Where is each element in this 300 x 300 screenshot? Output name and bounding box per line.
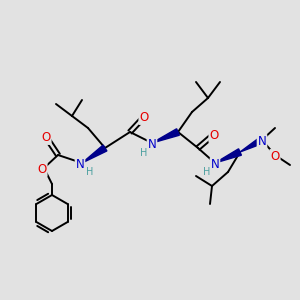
Polygon shape [152, 129, 179, 143]
Text: O: O [140, 111, 148, 124]
Polygon shape [240, 137, 264, 152]
Text: H: H [203, 167, 211, 177]
Text: O: O [209, 129, 219, 142]
Polygon shape [82, 145, 107, 163]
Text: O: O [270, 150, 280, 163]
Text: N: N [211, 158, 219, 171]
Polygon shape [215, 149, 242, 163]
Text: H: H [140, 148, 148, 158]
Text: H: H [86, 167, 94, 177]
Text: O: O [41, 131, 51, 144]
Text: N: N [148, 138, 156, 151]
Text: O: O [38, 163, 46, 176]
Text: N: N [76, 158, 84, 171]
Text: N: N [258, 135, 266, 148]
